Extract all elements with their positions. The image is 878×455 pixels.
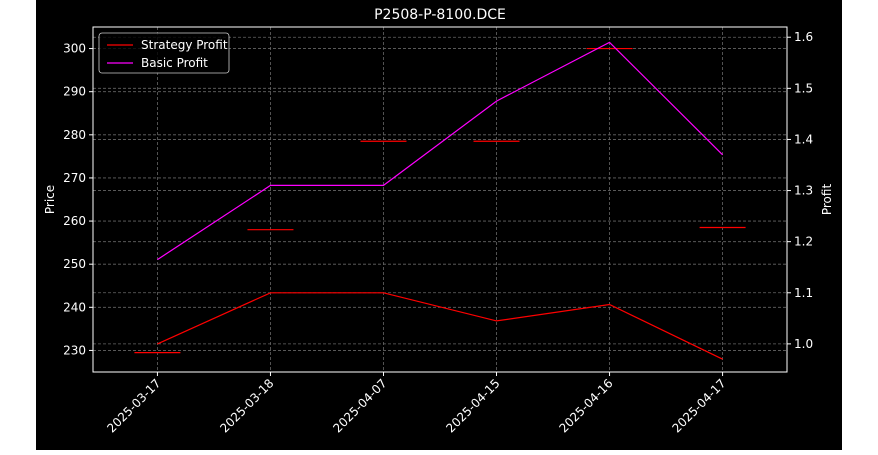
profit-axis-ticks: 1.0 1.1 1.2 1.3 1.4 1.5 1.6 [787, 30, 813, 351]
grid-lines [93, 27, 787, 372]
price-tick-label: 290 [63, 85, 86, 99]
price-axis-ticks: 230 240 250 260 270 280 290 300 [63, 42, 93, 357]
chart-title: P2508-P-8100.DCE [374, 7, 506, 23]
date-tick-label: 2025-03-17 [104, 376, 163, 435]
profit-tick-label: 1.5 [794, 81, 813, 95]
price-tick-label: 300 [63, 42, 86, 56]
date-axis-ticks: 2025-03-17 2025-03-18 2025-04-07 2025-04-15… [104, 372, 729, 435]
chart-svg: 230 240 250 260 270 280 290 300 1.0 1.1 1.2 1.3 1.4… [43, 7, 834, 435]
legend-label: Basic Profit [141, 56, 208, 70]
profit-tick-label: 1.0 [794, 337, 813, 351]
series-line-strategy-profit [157, 292, 723, 360]
profit-tick-label: 1.1 [794, 286, 813, 300]
profit-axis-label: Profit [820, 184, 834, 216]
series-line-basic-profit [157, 41, 724, 261]
price-tick-label: 270 [63, 171, 86, 185]
price-tick-label: 250 [63, 257, 86, 271]
legend: Strategy Profit Basic Profit [98, 32, 230, 74]
price-tick-label: 230 [63, 343, 86, 357]
plot-frame [92, 26, 788, 373]
date-tick-label: 2025-04-07 [330, 376, 389, 435]
price-markers [134, 47, 746, 354]
profit-tick-label: 1.2 [794, 235, 813, 249]
price-tick-label: 280 [63, 128, 86, 142]
price-tick-label: 240 [63, 300, 86, 314]
profit-tick-label: 1.6 [794, 30, 813, 44]
price-axis-label: Price [43, 185, 57, 214]
date-tick-label: 2025-03-18 [217, 376, 276, 435]
price-tick-label: 260 [63, 214, 86, 228]
chart-figure: 230 240 250 260 270 280 290 300 1.0 1.1 1.2 1.3 1.4… [36, 0, 842, 450]
profit-tick-label: 1.4 [794, 132, 813, 146]
legend-label: Strategy Profit [141, 38, 228, 52]
profit-tick-label: 1.3 [794, 184, 813, 198]
date-tick-label: 2025-04-15 [443, 376, 502, 435]
date-tick-label: 2025-04-16 [556, 376, 615, 435]
date-tick-label: 2025-04-17 [669, 376, 728, 435]
profit-lines [157, 41, 724, 360]
